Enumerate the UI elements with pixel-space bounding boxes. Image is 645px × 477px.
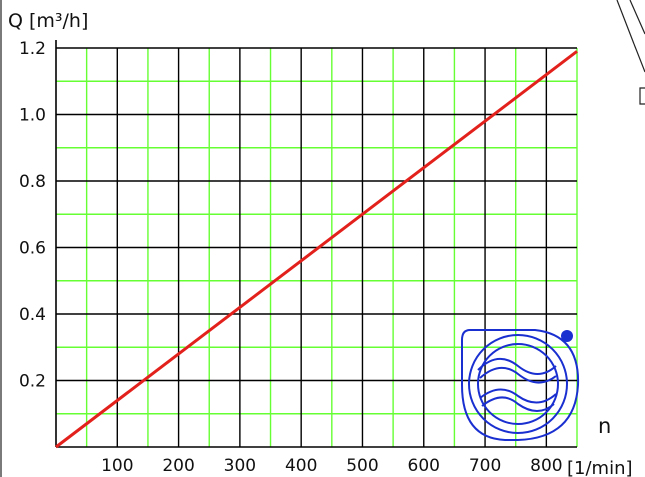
y-tick-label: 0.6 xyxy=(19,239,46,259)
y-tick-labels: 0.2 0.4 0.6 0.8 1.0 1.2 xyxy=(19,39,46,392)
pump-logo-icon xyxy=(461,329,580,441)
x-tick-label: 800 xyxy=(530,456,562,476)
x-tick-label: 400 xyxy=(285,456,317,476)
x-tick-label: 100 xyxy=(101,456,133,476)
x-tick-labels: 100 200 300 400 500 600 700 800 xyxy=(101,456,563,476)
x-tick-label: 500 xyxy=(346,456,378,476)
logo-wave-bottom-icon xyxy=(479,388,557,412)
series-layer xyxy=(55,50,578,449)
y-tick-label: 1.2 xyxy=(19,39,46,59)
logo-ring-inner-icon xyxy=(477,343,559,425)
x-axis-unit: [1/min] xyxy=(567,458,633,477)
y-tick-label: 1.0 xyxy=(19,106,46,126)
y-tick-label: 0.2 xyxy=(19,372,46,392)
major-grid xyxy=(55,40,577,448)
y-axis-label: Q [m³/h] xyxy=(8,10,88,32)
x-axis-label: n xyxy=(598,414,611,438)
decorative-frame-corner xyxy=(616,0,645,105)
x-tick-label: 600 xyxy=(408,456,440,476)
logo-ring-icon xyxy=(468,334,568,434)
logo-outer-icon xyxy=(461,329,580,441)
y-tick-label: 0.8 xyxy=(19,172,46,192)
series-line-1 xyxy=(55,50,578,449)
x-tick-label: 700 xyxy=(469,456,501,476)
logo-dot-icon xyxy=(561,330,573,342)
x-tick-label: 300 xyxy=(224,456,256,476)
logo-wave-top-icon xyxy=(477,358,557,384)
x-tick-label: 200 xyxy=(162,456,194,476)
y-tick-label: 0.4 xyxy=(19,305,46,325)
